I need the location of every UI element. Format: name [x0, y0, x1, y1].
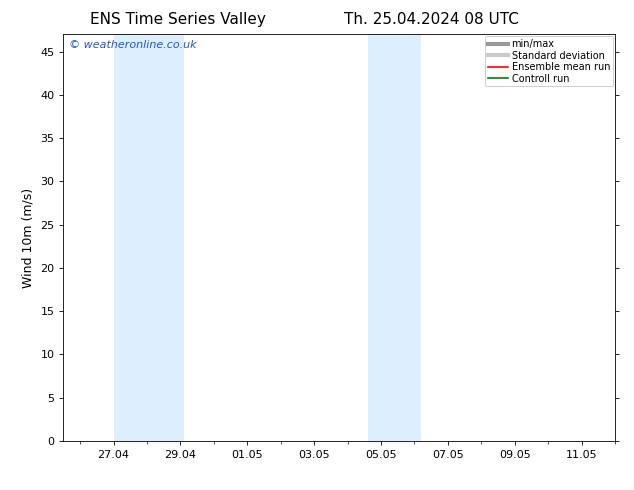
Bar	[113, 34, 184, 441]
Bar	[368, 34, 421, 441]
Y-axis label: Wind 10m (m/s): Wind 10m (m/s)	[22, 188, 35, 288]
Legend: min/max, Standard deviation, Ensemble mean run, Controll run: min/max, Standard deviation, Ensemble me…	[486, 36, 613, 86]
Text: ENS Time Series Valley: ENS Time Series Valley	[89, 12, 266, 27]
Text: Th. 25.04.2024 08 UTC: Th. 25.04.2024 08 UTC	[344, 12, 519, 27]
Text: © weatheronline.co.uk: © weatheronline.co.uk	[69, 40, 197, 50]
